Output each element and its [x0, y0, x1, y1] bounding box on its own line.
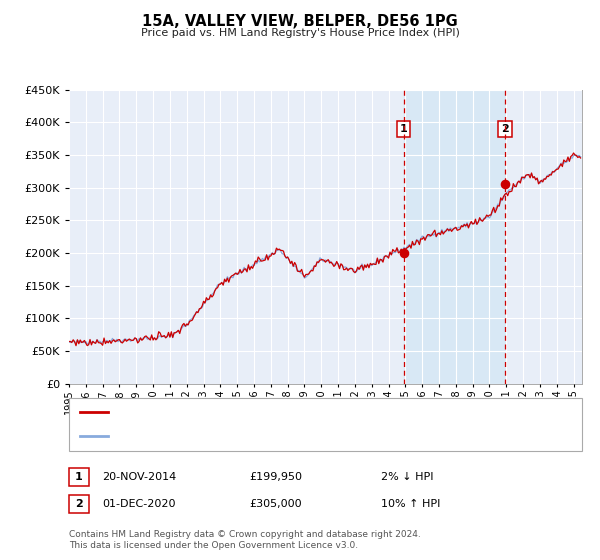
Point — [500, 180, 510, 189]
Text: Price paid vs. HM Land Registry's House Price Index (HPI): Price paid vs. HM Land Registry's House … — [140, 28, 460, 38]
Text: £199,950: £199,950 — [249, 472, 302, 482]
Text: 15A, VALLEY VIEW, BELPER, DE56 1PG (detached house): 15A, VALLEY VIEW, BELPER, DE56 1PG (deta… — [112, 408, 407, 418]
Text: 1: 1 — [400, 124, 407, 134]
Text: £305,000: £305,000 — [249, 499, 302, 509]
Text: HPI: Average price, detached house, Amber Valley: HPI: Average price, detached house, Ambe… — [112, 431, 374, 441]
Text: 1: 1 — [75, 472, 83, 482]
Bar — [404, 90, 505, 384]
Text: 10% ↑ HPI: 10% ↑ HPI — [381, 499, 440, 509]
Text: 01-DEC-2020: 01-DEC-2020 — [102, 499, 176, 509]
Point — [399, 249, 409, 258]
Text: 2% ↓ HPI: 2% ↓ HPI — [381, 472, 433, 482]
Text: 2: 2 — [75, 499, 83, 509]
Text: 2: 2 — [501, 124, 509, 134]
Text: 20-NOV-2014: 20-NOV-2014 — [102, 472, 176, 482]
Text: 15A, VALLEY VIEW, BELPER, DE56 1PG: 15A, VALLEY VIEW, BELPER, DE56 1PG — [142, 14, 458, 29]
Text: Contains HM Land Registry data © Crown copyright and database right 2024.
This d: Contains HM Land Registry data © Crown c… — [69, 530, 421, 550]
